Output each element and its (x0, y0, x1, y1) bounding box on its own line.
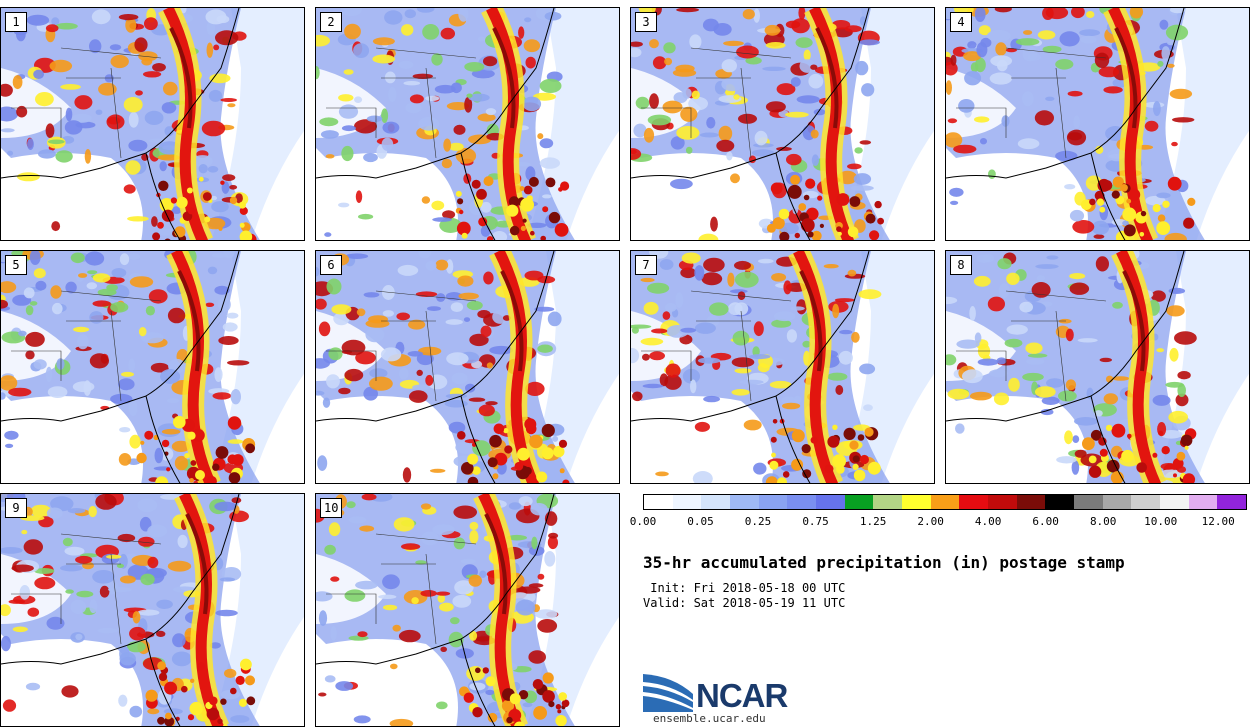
stamp-number: 7 (635, 255, 657, 275)
ncar-logo-icon (643, 674, 693, 712)
stamp-panel-7: 7 (630, 250, 935, 484)
init-time: Init: Fri 2018-05-18 00 UTC (643, 581, 846, 595)
colorbar-swatch (902, 495, 931, 509)
colorbar-swatch (701, 495, 731, 509)
colorbar-tick-label: 0.75 (802, 515, 829, 528)
colorbar-tick-label: 1.25 (859, 515, 887, 528)
colorbar-tick-label: 0.25 (744, 515, 772, 528)
stamp-panel-2: 2 (315, 7, 620, 241)
precipitation-colorbar (643, 494, 1247, 510)
stamp-number: 8 (950, 255, 972, 275)
colorbar-tick-label: 6.00 (1032, 515, 1059, 528)
colorbar-tick-label: 0.00 (629, 515, 657, 528)
stamp-number: 5 (5, 255, 27, 275)
colorbar-swatch (816, 495, 845, 509)
colorbar-swatch (988, 495, 1017, 509)
colorbar-swatch (730, 495, 759, 509)
colorbar-swatch (844, 495, 874, 509)
stamp-number: 3 (635, 12, 657, 32)
colorbar-swatch (1102, 495, 1132, 509)
valid-time: Valid: Sat 2018-05-19 11 UTC (643, 596, 846, 610)
colorbar-swatch (930, 495, 960, 509)
colorbar-swatch (1074, 495, 1103, 509)
stamp-panel-9: 9 (0, 493, 305, 727)
colorbar-swatch (1016, 495, 1046, 509)
stamp-panel-10: 10 (315, 493, 620, 727)
stamp-number: 6 (320, 255, 342, 275)
stamp-panel-8: 8 (945, 250, 1250, 484)
colorbar-swatch (787, 495, 817, 509)
colorbar-swatch (1160, 495, 1189, 509)
stamp-panel-5: 5 (0, 250, 305, 484)
colorbar-swatch (1217, 495, 1247, 509)
colorbar-swatch (758, 495, 788, 509)
colorbar-tick-label: 2.00 (917, 515, 944, 528)
ncar-url[interactable]: ensemble.ucar.edu (653, 712, 766, 725)
colorbar-swatch (1045, 495, 1075, 509)
colorbar-tick-label: 0.05 (687, 515, 714, 528)
stamp-panel-4: 4 (945, 7, 1250, 241)
stamp-number: 2 (320, 12, 342, 32)
stamp-number: 4 (950, 12, 972, 32)
plot-title: 35-hr accumulated precipitation (in) pos… (643, 553, 1125, 572)
colorbar-swatch (672, 495, 702, 509)
colorbar-tick-label: 12.00 (1201, 515, 1235, 528)
stamp-panel-6: 6 (315, 250, 620, 484)
colorbar-swatch (644, 495, 673, 509)
colorbar-swatch (1131, 495, 1161, 509)
colorbar-swatch (1188, 495, 1218, 509)
ncar-logo-text: NCAR (696, 677, 788, 714)
stamp-number: 9 (5, 498, 27, 518)
colorbar-swatch (873, 495, 903, 509)
stamp-panel-3: 3 (630, 7, 935, 241)
stamp-number: 1 (5, 12, 27, 32)
stamp-panel-1: 1 (0, 7, 305, 241)
colorbar-swatch (959, 495, 989, 509)
colorbar-tick-label: 8.00 (1089, 515, 1117, 528)
stamp-number: 10 (320, 498, 343, 518)
colorbar-tick-label: 4.00 (974, 515, 1002, 528)
colorbar-tick-label: 10.00 (1144, 515, 1178, 528)
